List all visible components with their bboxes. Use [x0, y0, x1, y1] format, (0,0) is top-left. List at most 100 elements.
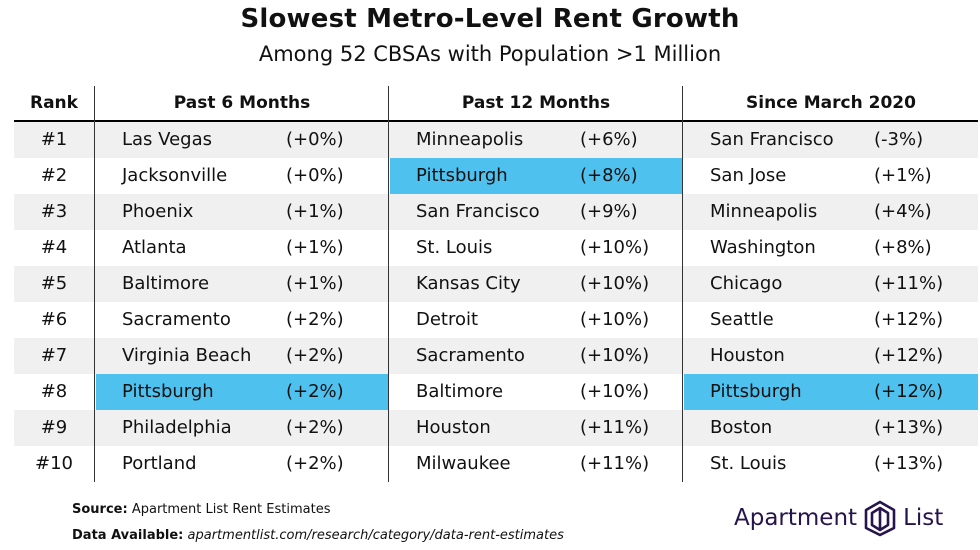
logo-text-right: List [903, 505, 944, 531]
march-2020-change: (+12%) [874, 345, 944, 366]
march-2020-change: (+13%) [874, 453, 944, 474]
past-6-city: Philadelphia [122, 417, 232, 438]
past-12-change: (+6%) [580, 129, 638, 150]
column-divider [388, 86, 389, 482]
table-row: #9 Philadelphia (+2%) Houston (+11%) Boston (+… [14, 410, 978, 446]
march-2020-city: San Jose [710, 165, 787, 186]
rank-cell: #5 [40, 273, 68, 294]
rank-cell: #7 [40, 345, 68, 366]
march-2020-city: Seattle [710, 309, 774, 330]
past-6-city: Portland [122, 453, 197, 474]
apartment-list-logo-icon [864, 500, 896, 537]
march-2020-change: (+12%) [874, 381, 944, 402]
rank-cell: #4 [40, 237, 68, 258]
pittsburgh-highlight [684, 374, 978, 410]
rank-cell: #9 [40, 417, 68, 438]
march-2020-city: Boston [710, 417, 773, 438]
march-2020-city: Minneapolis [710, 201, 818, 222]
past-6-city: Virginia Beach [122, 345, 252, 366]
table-row: #4 Atlanta (+1%) St. Louis (+10%) Washington (… [14, 230, 978, 266]
table-row: #7 Virginia Beach (+2%) Sacramento (+10%) Hou… [14, 338, 978, 374]
rank-cell: #6 [40, 309, 68, 330]
past-6-city: Sacramento [122, 309, 231, 330]
source-note: Source: Apartment List Rent Estimates [72, 502, 330, 517]
past-12-city: Milwaukee [416, 453, 511, 474]
march-2020-change: (+13%) [874, 417, 944, 438]
data-available-label: Data Available: [72, 528, 184, 543]
past-6-city: Jacksonville [122, 165, 228, 186]
rank-cell: #1 [40, 129, 68, 150]
rank-cell: #8 [40, 381, 68, 402]
march-2020-change: (-3%) [874, 129, 924, 150]
rank-cell: #10 [35, 453, 73, 474]
past-12-city: San Francisco [416, 201, 540, 222]
pittsburgh-highlight [390, 158, 682, 194]
past-12-change: (+10%) [580, 237, 650, 258]
table-row: #5 Baltimore (+1%) Kansas City (+10%) Chicago… [14, 266, 978, 302]
past-12-change: (+10%) [580, 381, 650, 402]
column-divider [682, 86, 683, 482]
march-2020-change: (+1%) [874, 165, 932, 186]
past-6-city: Atlanta [122, 237, 187, 258]
table-row: #1 Las Vegas (+0%) Minneapolis (+6%) San Fran… [14, 122, 978, 158]
logo-text-left: Apartment [734, 505, 858, 531]
past-12-city: Houston [416, 417, 491, 438]
march-2020-change: (+8%) [874, 237, 932, 258]
march-2020-city: Pittsburgh [710, 381, 802, 402]
past-12-city: Pittsburgh [416, 165, 508, 186]
table-row: #8 Pittsburgh (+2%) Baltimore (+10%) Pittsbur… [14, 374, 978, 410]
past-12-city: Minneapolis [416, 129, 524, 150]
past-6-change: (+2%) [286, 453, 344, 474]
past-12-city: St. Louis [416, 237, 493, 258]
apartment-list-logo: Apartment List [734, 498, 943, 538]
past-6-city: Baltimore [122, 273, 210, 294]
header-rank: Rank [30, 93, 78, 113]
past-12-city: Detroit [416, 309, 479, 330]
source-label: Source: [72, 502, 128, 517]
past-6-change: (+2%) [286, 417, 344, 438]
past-6-change: (+1%) [286, 273, 344, 294]
past-6-change: (+2%) [286, 309, 344, 330]
past-6-change: (+0%) [286, 165, 344, 186]
data-available-note: Data Available: apartmentlist.com/resear… [72, 528, 564, 543]
march-2020-city: Washington [710, 237, 816, 258]
table-row: #3 Phoenix (+1%) San Francisco (+9%) Minneapo… [14, 194, 978, 230]
past-12-change: (+8%) [580, 165, 638, 186]
past-12-change: (+9%) [580, 201, 638, 222]
past-12-change: (+11%) [580, 417, 650, 438]
past-12-change: (+10%) [580, 273, 650, 294]
past-12-change: (+10%) [580, 309, 650, 330]
past-6-city: Pittsburgh [122, 381, 214, 402]
table-row: #6 Sacramento (+2%) Detroit (+10%) Seattle (+1… [14, 302, 978, 338]
pittsburgh-highlight [96, 374, 388, 410]
past-12-city: Sacramento [416, 345, 525, 366]
rank-cell: #2 [40, 165, 68, 186]
header-since-march-2020: Since March 2020 [746, 93, 916, 113]
column-divider [94, 86, 95, 482]
past-6-city: Phoenix [122, 201, 194, 222]
past-6-change: (+2%) [286, 381, 344, 402]
march-2020-city: Houston [710, 345, 785, 366]
rank-cell: #3 [40, 201, 68, 222]
header-divider [14, 120, 978, 122]
past-12-city: Kansas City [416, 273, 521, 294]
chart-title: Slowest Metro-Level Rent Growth [240, 4, 740, 34]
data-available-link[interactable]: apartmentlist.com/research/category/data… [187, 528, 564, 543]
past-6-change: (+2%) [286, 345, 344, 366]
march-2020-change: (+12%) [874, 309, 944, 330]
past-6-change: (+0%) [286, 129, 344, 150]
past-6-city: Las Vegas [122, 129, 212, 150]
header-past-6-months: Past 6 Months [173, 93, 311, 113]
past-6-change: (+1%) [286, 237, 344, 258]
past-12-change: (+10%) [580, 345, 650, 366]
march-2020-change: (+11%) [874, 273, 944, 294]
table-row: #10 Portland (+2%) Milwaukee (+11%) St. Louis… [14, 446, 978, 482]
table-row: #2 Jacksonville (+0%) Pittsburgh (+8%) San Jo… [14, 158, 978, 194]
chart-subtitle: Among 52 CBSAs with Population >1 Millio… [258, 42, 722, 66]
header-past-12-months: Past 12 Months [461, 93, 611, 113]
march-2020-city: Chicago [710, 273, 783, 294]
march-2020-change: (+4%) [874, 201, 932, 222]
march-2020-city: San Francisco [710, 129, 834, 150]
past-12-change: (+11%) [580, 453, 650, 474]
source-text: Apartment List Rent Estimates [131, 502, 331, 517]
